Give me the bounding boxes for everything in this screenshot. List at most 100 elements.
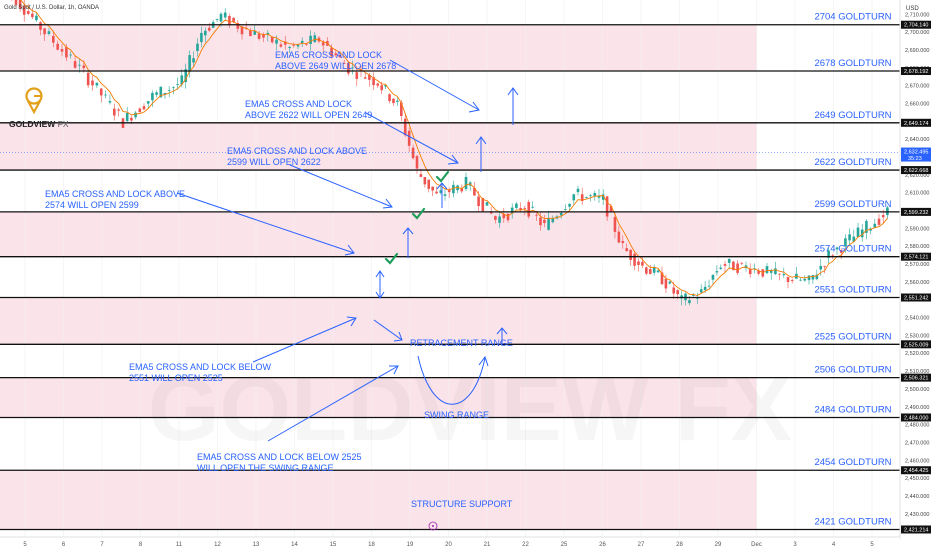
candle-body bbox=[155, 92, 158, 95]
note-2649-line2: ABOVE 2622 WILL OPEN 2649 bbox=[245, 110, 372, 120]
candle-body bbox=[498, 216, 501, 223]
countdown-text: 35:23 bbox=[908, 156, 922, 162]
arrow-n3-head bbox=[382, 198, 393, 209]
swing-curve-head bbox=[478, 355, 489, 367]
candle-body bbox=[625, 248, 629, 252]
x-tick-label: 22 bbox=[522, 542, 529, 548]
level-label: 2525 GOLDTURN bbox=[814, 331, 891, 342]
annotations: EMA5 CROSS AND LOCK ABOVE 2649 WILL OEN … bbox=[45, 50, 513, 509]
candle-body bbox=[351, 67, 354, 69]
candle-body bbox=[35, 15, 38, 21]
candles bbox=[11, 0, 889, 306]
level-label: 2599 GOLDTURN bbox=[814, 199, 891, 210]
candle-body bbox=[769, 270, 773, 273]
level-label: 2704 GOLDTURN bbox=[814, 12, 891, 23]
event-marker-icon[interactable] bbox=[428, 521, 438, 531]
candle-body bbox=[372, 77, 375, 86]
candle-body bbox=[176, 84, 179, 85]
candle-body bbox=[431, 186, 434, 191]
zones bbox=[0, 24, 757, 530]
candle-body bbox=[551, 218, 555, 223]
y-tick-label: 2,460.000 bbox=[905, 458, 929, 464]
candle-body bbox=[811, 275, 815, 280]
candle-body bbox=[456, 185, 459, 191]
candle-body bbox=[547, 217, 550, 230]
price-axis[interactable] bbox=[900, 0, 932, 550]
x-tick-label: 11 bbox=[176, 542, 183, 548]
swing-curve bbox=[417, 355, 486, 405]
candle-body bbox=[69, 54, 73, 56]
arrow-n4-head bbox=[344, 244, 355, 256]
candle-body bbox=[464, 176, 468, 190]
candle-body bbox=[275, 39, 278, 44]
level-label: 2574 GOLDTURN bbox=[814, 244, 891, 255]
candle-body bbox=[559, 212, 563, 216]
level-price-tag-text: 2,649.174 bbox=[904, 121, 928, 127]
candle-body bbox=[481, 197, 485, 212]
x-tick-label: 5 bbox=[870, 542, 874, 548]
candle-body bbox=[605, 196, 609, 217]
x-tick-label: 4 bbox=[832, 542, 836, 548]
candle-body bbox=[660, 272, 664, 285]
candle-body bbox=[576, 188, 580, 193]
y-tick-label: 2,570.000 bbox=[905, 262, 929, 268]
candle-body bbox=[347, 62, 350, 74]
candle-body bbox=[844, 238, 847, 247]
candle-body bbox=[86, 72, 90, 86]
candle-body bbox=[95, 82, 99, 86]
candle-body bbox=[609, 206, 613, 213]
level-label: 2454 GOLDTURN bbox=[814, 457, 891, 468]
candle-body bbox=[392, 98, 395, 104]
candle-body bbox=[774, 268, 777, 275]
y-tick-label: 2,510.000 bbox=[905, 369, 929, 375]
candle-body bbox=[184, 69, 188, 83]
candle-body bbox=[159, 86, 163, 98]
level-price-tag-text: 2,506.321 bbox=[904, 376, 928, 382]
candle-body bbox=[257, 33, 261, 39]
candle-body bbox=[146, 101, 150, 104]
candle-body bbox=[334, 53, 338, 56]
level-price-tag bbox=[901, 293, 931, 302]
candle-body bbox=[831, 255, 835, 257]
candle-body bbox=[142, 106, 146, 110]
zone-1 bbox=[0, 122, 757, 171]
candle-body bbox=[56, 43, 59, 50]
candle-body bbox=[637, 261, 640, 265]
y-tick-label: 2,450.000 bbox=[905, 476, 929, 482]
time-axis[interactable] bbox=[0, 537, 900, 550]
y-tick-label: 2,430.000 bbox=[905, 512, 929, 518]
candle-body bbox=[593, 192, 597, 196]
level-price-tag-text: 2,421.214 bbox=[904, 527, 928, 533]
candle-body bbox=[580, 194, 584, 202]
level-price-tag-text: 2,704.140 bbox=[904, 23, 928, 29]
note-2599-line1: EMA5 CROSS AND LOCK ABOVE bbox=[45, 189, 185, 199]
y-tick-label: 2,440.000 bbox=[905, 494, 929, 500]
candle-body bbox=[384, 85, 387, 87]
x-tick-label: 26 bbox=[599, 542, 606, 548]
level-price-tag bbox=[901, 166, 931, 175]
x-tick-label: 21 bbox=[484, 542, 491, 548]
candle-body bbox=[91, 80, 94, 86]
candle-body bbox=[232, 17, 235, 22]
candle-body bbox=[14, 0, 18, 5]
candle-body bbox=[790, 280, 794, 281]
candle-body bbox=[47, 31, 51, 34]
level-label: 2421 GOLDTURN bbox=[814, 516, 891, 527]
candle-body bbox=[400, 102, 403, 117]
candle-body bbox=[502, 214, 506, 219]
y-tick-label: 2,700.000 bbox=[905, 30, 929, 36]
candle-body bbox=[376, 83, 380, 86]
candle-body bbox=[676, 290, 679, 295]
candle-body bbox=[180, 75, 184, 85]
candle-body bbox=[494, 216, 497, 220]
arrow-retracement-head bbox=[393, 331, 403, 342]
candle-body bbox=[447, 190, 451, 193]
level-price-tag-text: 2,551.242 bbox=[904, 296, 928, 302]
candle-body bbox=[39, 22, 42, 30]
x-tick-label: 28 bbox=[676, 542, 683, 548]
level-label: 2622 GOLDTURN bbox=[814, 157, 891, 168]
level-price-tag-text: 2,622.668 bbox=[904, 168, 928, 174]
candle-body bbox=[719, 267, 723, 269]
zone-3 bbox=[0, 297, 757, 345]
